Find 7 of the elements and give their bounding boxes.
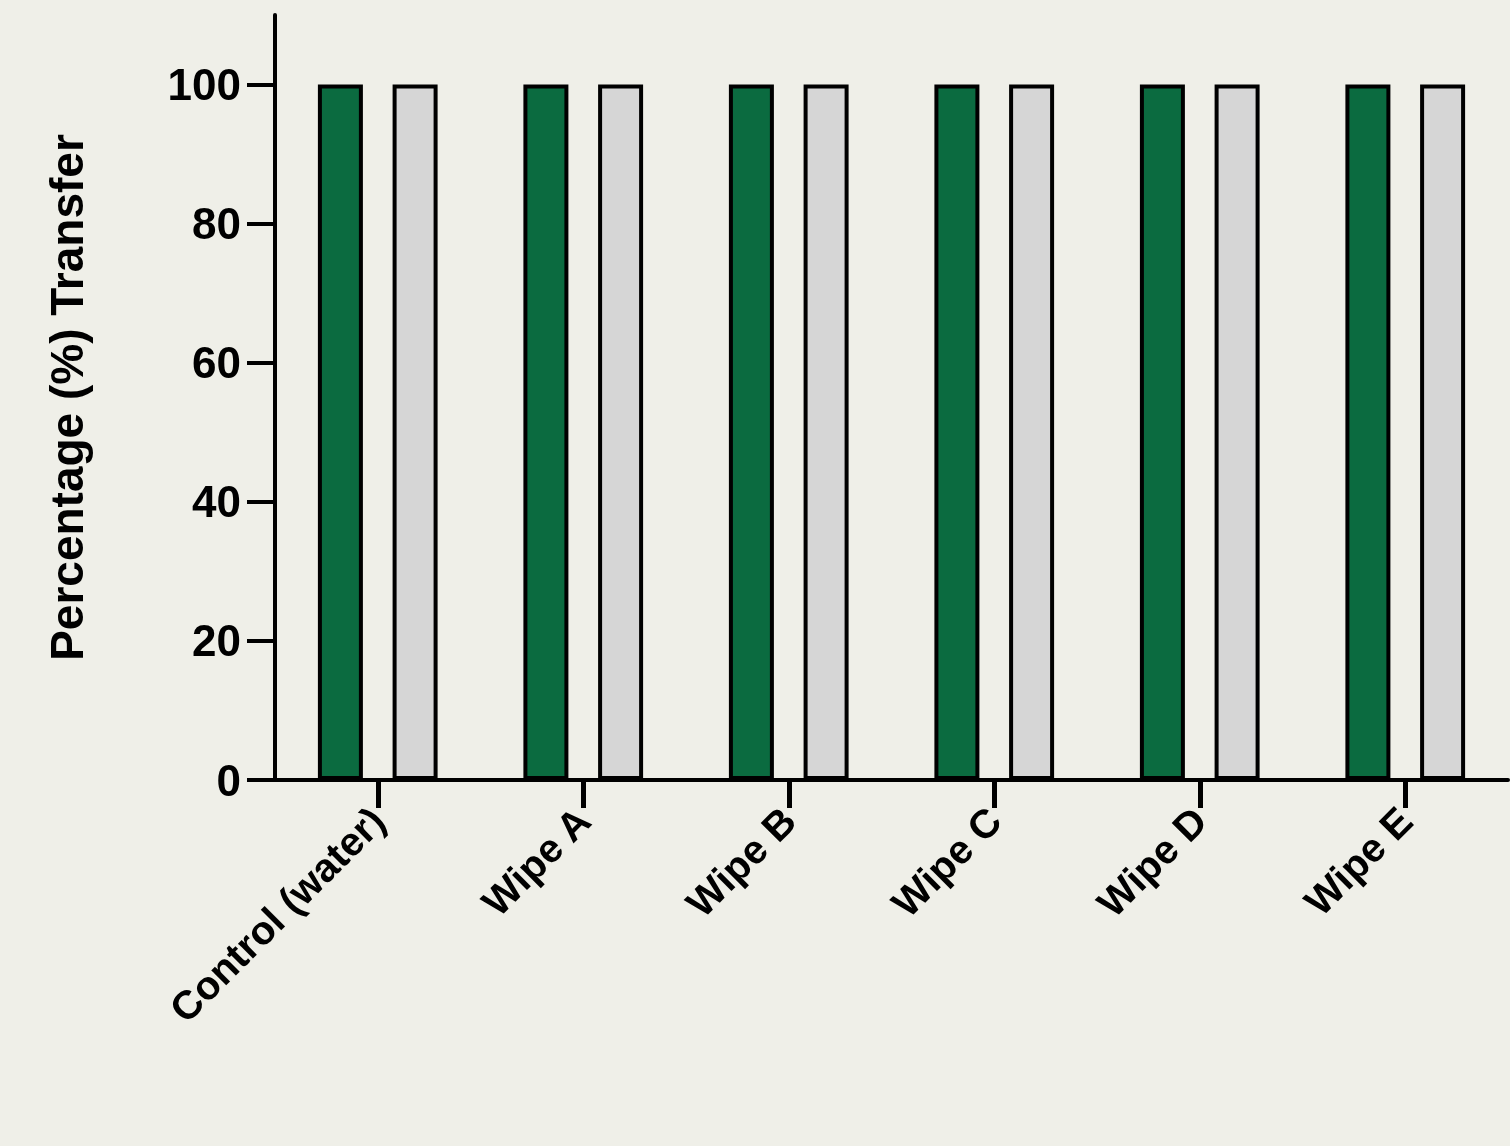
y-tick-label: 60 [192,338,241,388]
y-tick-label: 80 [192,199,241,249]
y-tick-label: 20 [192,616,241,666]
y-tick-label: 40 [192,477,241,527]
y-tick-label: 0 [216,755,241,805]
y-tick-label: 100 [167,60,241,110]
y-axis-title: Percentage (%) Transfer [41,134,93,661]
